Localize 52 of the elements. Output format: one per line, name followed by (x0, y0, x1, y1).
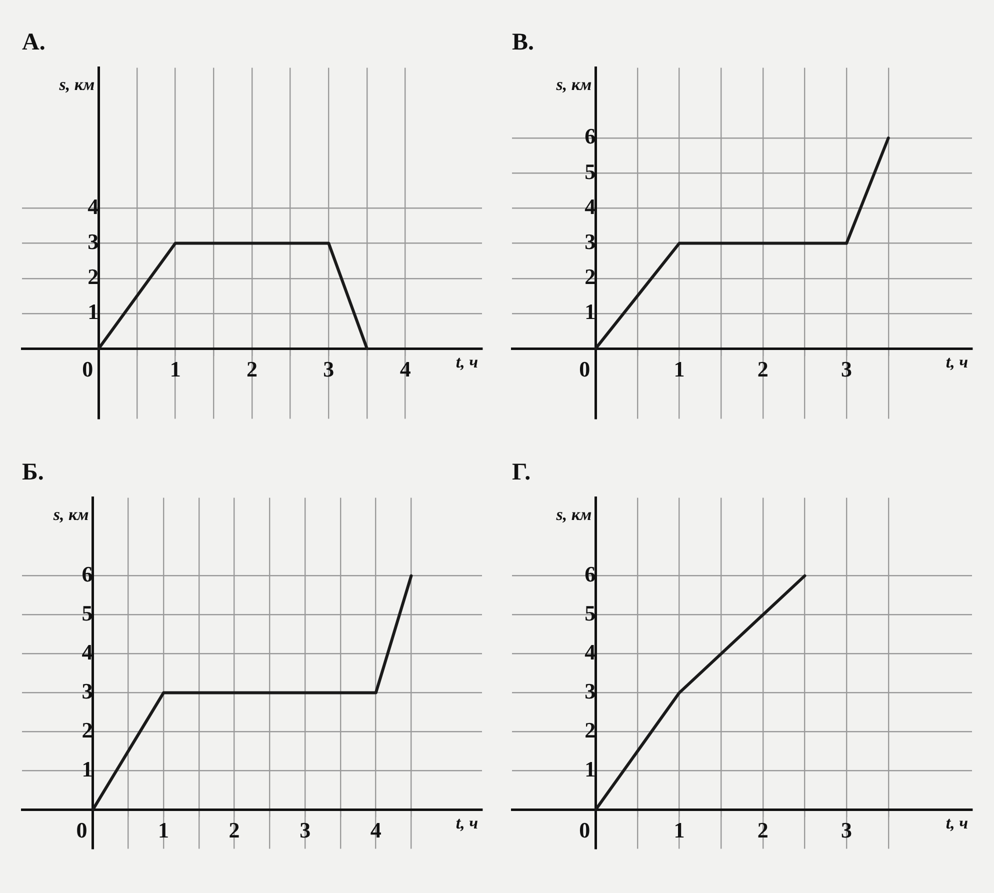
y-tick-label: 5 (584, 600, 596, 626)
y-tick-label: 1 (584, 756, 596, 782)
x-tick-label: 4 (400, 356, 411, 382)
x-tick-label: 2 (757, 818, 768, 843)
y-tick-label: 2 (82, 717, 93, 742)
y-tick-label: 4 (82, 639, 93, 664)
y-axis-title: s, км (555, 505, 592, 524)
y-tick-label: 6 (82, 561, 93, 586)
y-tick-label: 2 (584, 264, 596, 290)
chart-title: Г. (512, 460, 531, 486)
x-axis-title: t, ч (456, 352, 478, 372)
x-tick-label: 1 (158, 818, 170, 843)
x-tick-label: 3 (841, 818, 852, 843)
y-tick-label: 6 (584, 124, 596, 149)
y-tick-label: 2 (88, 264, 99, 290)
y-tick-label: 4 (88, 194, 99, 219)
chart-title: В. (512, 30, 534, 56)
y-tick-label: 1 (584, 299, 596, 324)
x-tick-label: 0 (579, 356, 612, 382)
x-tick-label: 3 (841, 356, 852, 382)
x-tick-label: 3 (323, 356, 334, 382)
x-axis-title: t, ч (456, 814, 478, 833)
y-tick-label: 6 (584, 561, 596, 586)
y-tick-label: 2 (584, 717, 596, 742)
x-tick-label: 3 (300, 818, 311, 843)
x-tick-label: 0 (579, 818, 612, 843)
x-tick-label: 1 (674, 356, 685, 382)
y-tick-label: 1 (88, 299, 99, 324)
x-axis-title: t, ч (946, 352, 968, 372)
y-axis-title: s, км (555, 75, 592, 94)
x-tick-label: 0 (76, 818, 110, 843)
x-tick-label: 2 (246, 356, 258, 382)
x-tick-label: 1 (170, 356, 181, 382)
chart-title: Б. (22, 460, 44, 486)
y-axis-title: s, км (52, 505, 90, 524)
x-tick-label: 1 (674, 818, 685, 843)
x-tick-label: 2 (757, 356, 768, 382)
y-tick-label: 1 (82, 756, 93, 782)
y-tick-label: 3 (584, 228, 596, 254)
x-axis-title: t, ч (946, 814, 968, 833)
y-tick-label: 5 (584, 158, 596, 184)
y-tick-label: 3 (584, 678, 596, 704)
y-tick-label: 4 (584, 194, 596, 219)
x-tick-label: 0 (82, 356, 116, 382)
y-tick-label: 3 (88, 228, 99, 254)
chart-title: А. (22, 30, 46, 56)
x-tick-label: 4 (370, 818, 382, 843)
y-tick-label: 5 (82, 600, 93, 626)
x-tick-label: 2 (228, 818, 240, 843)
y-axis-title: s, км (58, 75, 96, 94)
y-tick-label: 3 (82, 678, 93, 704)
y-tick-label: 4 (584, 639, 596, 664)
